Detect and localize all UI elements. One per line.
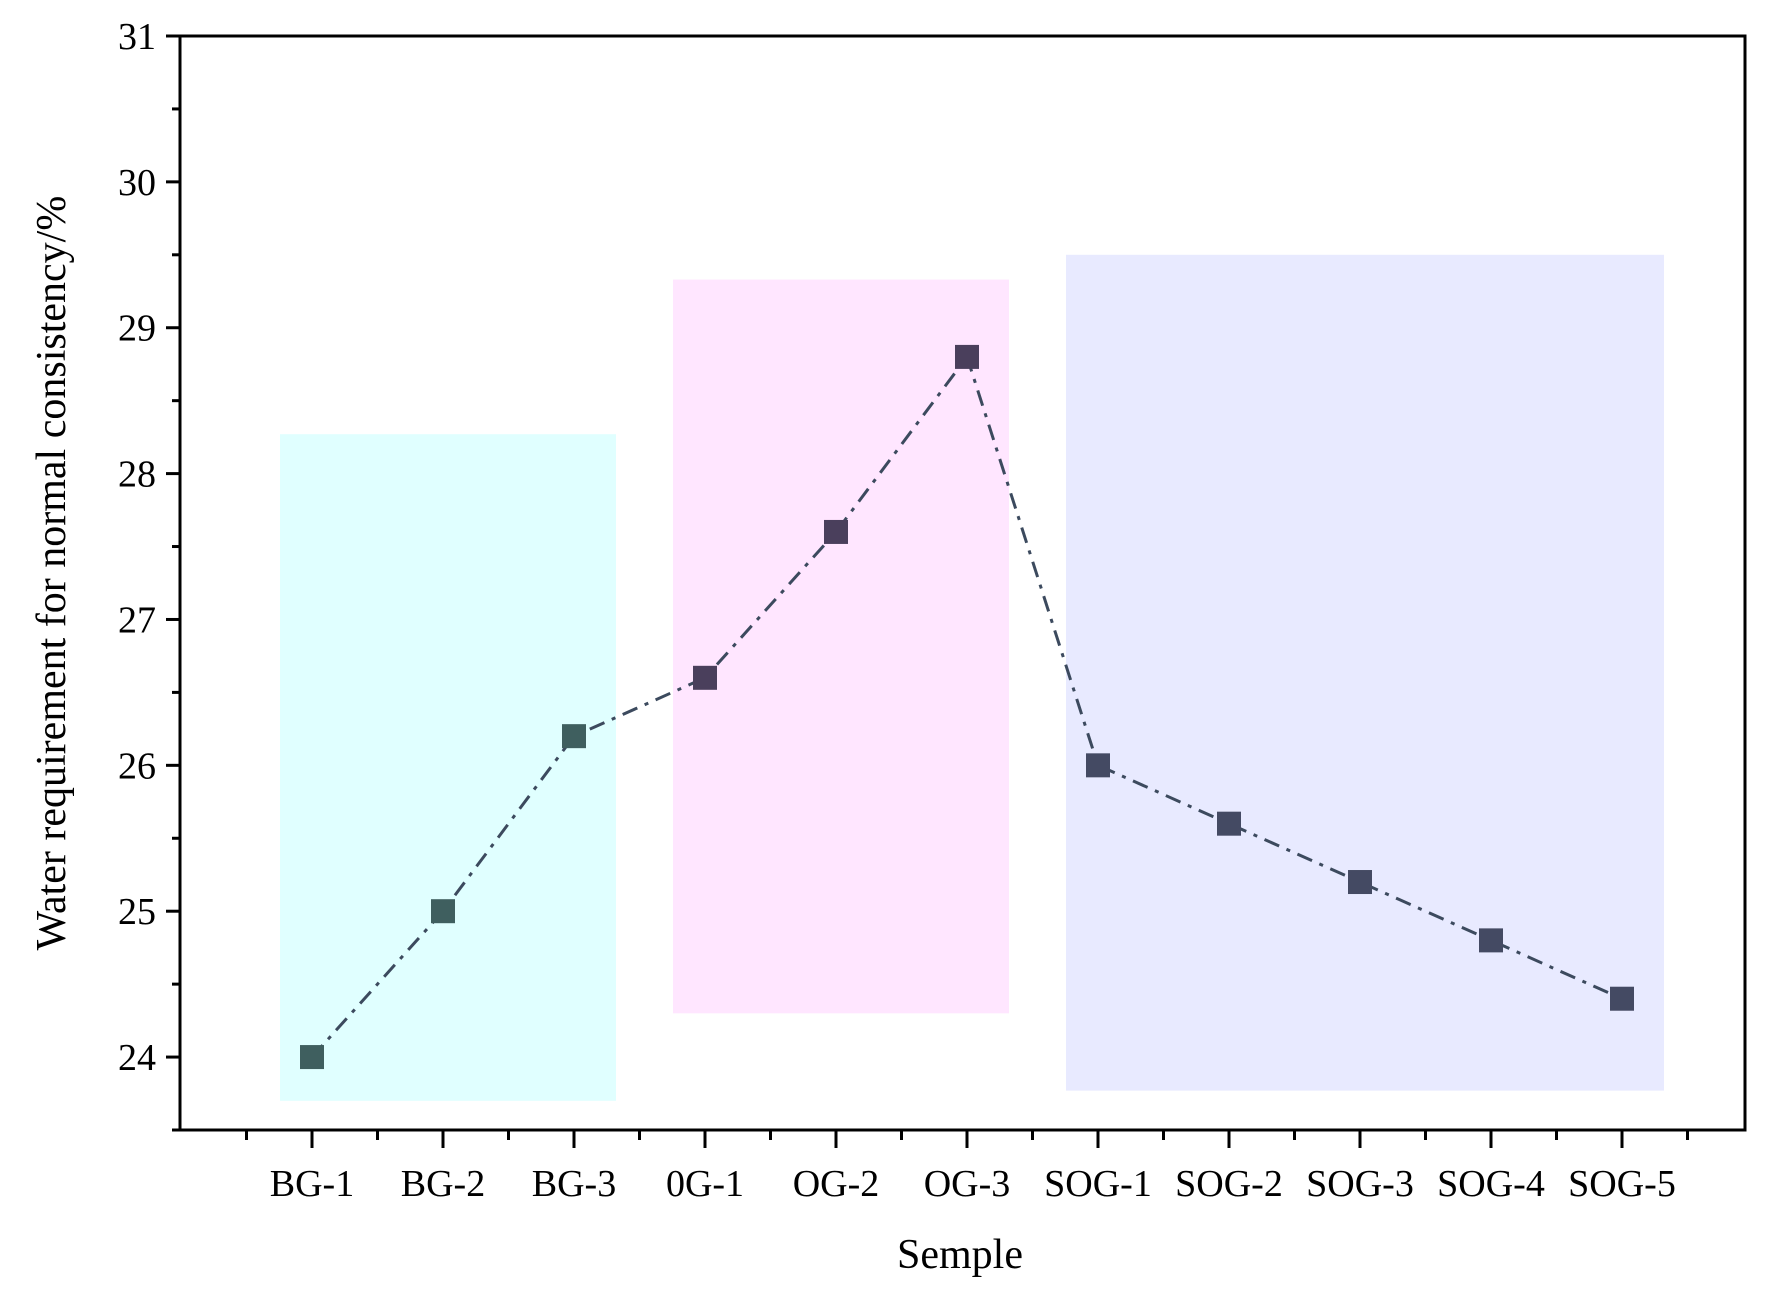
y-tick-label: 28 bbox=[118, 454, 156, 496]
data-markers bbox=[300, 344, 1634, 1070]
data-point-SOG-1 bbox=[1086, 753, 1110, 778]
data-point-OG-3 bbox=[955, 344, 979, 369]
data-point-OG-2 bbox=[824, 519, 848, 544]
x-tick-label: BG-1 bbox=[270, 1163, 354, 1205]
data-point-SOG-4 bbox=[1479, 928, 1503, 953]
y-tick-label: 30 bbox=[118, 162, 156, 204]
x-tick-label: BG-2 bbox=[401, 1163, 485, 1205]
data-point-BG-1 bbox=[300, 1045, 324, 1070]
x-tick-label: OG-3 bbox=[924, 1163, 1011, 1205]
y-tick-label: 25 bbox=[118, 891, 156, 933]
x-tick-label: SOG-2 bbox=[1175, 1163, 1283, 1205]
y-tick-label: 29 bbox=[118, 308, 156, 350]
y-tick-label: 24 bbox=[118, 1037, 156, 1079]
x-tick-label: SOG-1 bbox=[1044, 1163, 1152, 1205]
x-tick-label: SOG-5 bbox=[1568, 1163, 1676, 1205]
highlight-bands bbox=[280, 254, 1664, 1101]
highlight-band-3 bbox=[1066, 254, 1664, 1091]
x-axis-title: Semple bbox=[897, 1232, 1023, 1278]
x-tick-labels: BG-1 BG-2 BG-3 0G-1 OG-2 OG-3 SOG-1 SOG-2 SOG-3 S… bbox=[270, 1163, 1676, 1205]
highlight-band-1 bbox=[280, 434, 616, 1101]
data-point-0G-1 bbox=[693, 665, 717, 690]
y-tick-label: 27 bbox=[118, 599, 156, 641]
y-axis-title: Water requirement for normal consistency… bbox=[29, 196, 75, 951]
highlight-band-2 bbox=[673, 279, 1009, 1014]
data-point-BG-2 bbox=[431, 899, 455, 924]
x-tick-label: SOG-3 bbox=[1306, 1163, 1414, 1205]
axis-ticks bbox=[166, 34, 1689, 1148]
y-tick-label: 26 bbox=[118, 745, 156, 787]
data-point-SOG-2 bbox=[1217, 811, 1241, 836]
data-point-SOG-5 bbox=[1610, 986, 1634, 1011]
data-point-BG-3 bbox=[562, 724, 586, 749]
x-tick-label: 0G-1 bbox=[666, 1163, 744, 1205]
x-tick-label: SOG-4 bbox=[1437, 1163, 1545, 1205]
y-tick-label: 31 bbox=[118, 16, 156, 58]
x-tick-label: OG-2 bbox=[793, 1163, 880, 1205]
y-tick-labels: 24 25 26 27 28 29 30 31 bbox=[118, 16, 156, 1079]
plot-frame bbox=[178, 34, 1747, 1132]
data-point-SOG-3 bbox=[1348, 870, 1372, 895]
x-tick-label: BG-3 bbox=[532, 1163, 616, 1205]
